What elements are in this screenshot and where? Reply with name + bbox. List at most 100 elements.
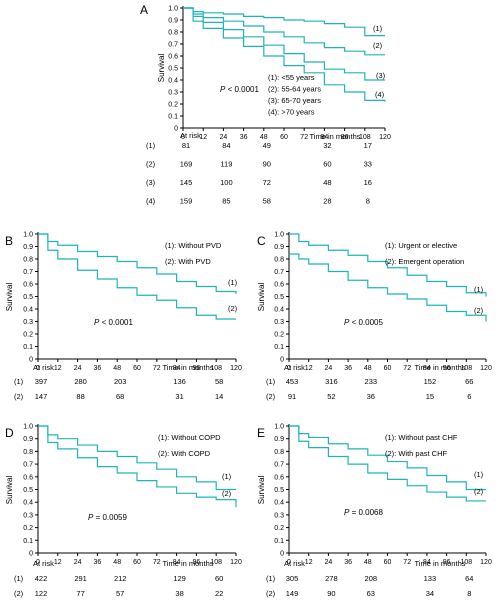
at-risk-count: 147 [35, 392, 48, 401]
y-tick-label: 0.1 [274, 344, 284, 351]
y-tick-label: 0.5 [274, 294, 284, 301]
y-tick-label: 0.4 [274, 307, 284, 314]
panel-c: C 0 0.1 0.2 0.3 0.4 0.5 0.6 0.7 0.8 0.9 1.0 0 12 24 36 4… [257, 232, 492, 402]
x-tick-label: 36 [344, 365, 352, 372]
y-tick-label: 0.8 [168, 30, 178, 37]
at-risk-count: 58 [263, 197, 271, 206]
x-tick-label: 24 [74, 559, 82, 566]
y-tick-label: 0.4 [168, 78, 178, 85]
x-tick-label: 48 [260, 134, 268, 141]
at-risk-count: 60 [215, 574, 223, 583]
at-risk-count: 159 [180, 197, 193, 206]
at-risk-count: 88 [76, 392, 84, 401]
p-value-number: < 0.0001 [225, 85, 259, 94]
legend-entry: (1): Without PVD [165, 241, 222, 250]
y-tick-label: 0.7 [23, 269, 33, 276]
x-tick-label: 36 [240, 134, 248, 141]
y-tick-label: 0.7 [274, 269, 284, 276]
y-tick-label: 0.1 [23, 344, 33, 351]
y-axis-label: Survival [257, 283, 266, 312]
y-tick-label: 0.9 [23, 244, 33, 251]
y-tick-label: 0.7 [168, 42, 178, 49]
at-risk-count: 316 [325, 377, 338, 386]
at-risk-count: 100 [220, 178, 233, 187]
x-tick-label: 36 [94, 559, 102, 566]
legend-entry: (2): With PVD [165, 257, 211, 266]
p-value-number: < 0.0001 [99, 318, 133, 327]
x-tick-label: 120 [480, 559, 492, 566]
panel-label: D [5, 426, 14, 440]
p-value-number: = 0.0059 [93, 513, 127, 522]
survival-curve-1 [289, 233, 487, 297]
at-risk-count: 16 [364, 178, 372, 187]
y-tick-label: 0.3 [168, 90, 178, 97]
at-risk-count: 233 [365, 377, 378, 386]
curve-end-label: (1) [222, 472, 232, 481]
p-value-number: < 0.0005 [349, 318, 383, 327]
at-risk-count: 49 [263, 141, 271, 150]
at-risk-label: At risk [284, 559, 305, 568]
at-risk-count: 212 [114, 574, 127, 583]
y-tick-label: 0.8 [274, 257, 284, 264]
curve-end-label: (2) [474, 306, 484, 315]
panel-label: A [140, 3, 148, 17]
x-tick-label: 60 [133, 559, 141, 566]
at-risk-count: 38 [175, 589, 183, 598]
at-risk-count: 28 [323, 197, 331, 206]
y-tick-label: 0 [29, 551, 33, 558]
at-risk-row-label: (2) [14, 392, 24, 401]
survival-curve-3 [183, 7, 385, 81]
legend-entry: (1): Without past CHF [385, 433, 458, 442]
y-tick-label: 0 [29, 357, 33, 364]
y-tick-label: 0.6 [274, 474, 284, 481]
curve-end-label: (2) [373, 41, 383, 50]
at-risk-row-label: (2) [14, 589, 24, 598]
y-axis-label: Survival [5, 283, 14, 312]
y-tick-label: 0.9 [168, 18, 178, 25]
at-risk-count: 169 [180, 160, 193, 169]
y-tick-label: 1.0 [274, 424, 284, 431]
curve-end-label: (1) [373, 24, 383, 33]
legend-entry: (2): 55-64 years [268, 85, 321, 94]
x-tick-label: 48 [113, 365, 121, 372]
at-risk-row-label: (3) [146, 178, 156, 187]
at-risk-count: 81 [182, 141, 190, 150]
y-tick-label: 0.4 [23, 500, 33, 507]
y-tick-label: 0.8 [23, 449, 33, 456]
at-risk-count: 31 [175, 392, 183, 401]
at-risk-count: 15 [426, 392, 434, 401]
p-value: P = 0.0059 [88, 513, 127, 522]
x-tick-label: 72 [153, 559, 161, 566]
at-risk-count: 280 [74, 377, 87, 386]
at-risk-row-label: (1) [266, 377, 276, 386]
x-tick-label: 120 [379, 134, 391, 141]
at-risk-count: 422 [35, 574, 48, 583]
y-tick-label: 0.6 [274, 282, 284, 289]
at-risk-label: At risk [33, 363, 54, 372]
legend-entry: (2): With past CHF [385, 449, 448, 458]
panel-label: C [257, 234, 266, 248]
at-risk-count: 278 [325, 574, 338, 583]
x-tick-label: 12 [54, 559, 62, 566]
at-risk-count: 6 [467, 392, 471, 401]
x-tick-label: 12 [54, 365, 62, 372]
y-tick-label: 0.7 [23, 462, 33, 469]
y-tick-label: 0.2 [168, 102, 178, 109]
at-risk-count: 149 [286, 589, 299, 598]
at-risk-count: 57 [116, 589, 124, 598]
y-tick-label: 0.3 [23, 319, 33, 326]
at-risk-label: At risk [33, 559, 54, 568]
x-tick-label: 60 [133, 365, 141, 372]
at-risk-count: 32 [323, 141, 331, 150]
p-value: P < 0.0005 [344, 318, 383, 327]
y-axis-label: Survival [5, 476, 14, 505]
at-risk-count: 85 [222, 197, 230, 206]
x-tick-label: 108 [210, 365, 222, 372]
y-tick-label: 0.4 [274, 500, 284, 507]
panel-label: B [5, 234, 13, 248]
y-tick-label: 0.9 [23, 436, 33, 443]
y-tick-label: 0.5 [23, 294, 33, 301]
x-tick-label: 0 [36, 365, 40, 372]
at-risk-count: 208 [365, 574, 378, 583]
survival-curve-1 [38, 233, 237, 294]
